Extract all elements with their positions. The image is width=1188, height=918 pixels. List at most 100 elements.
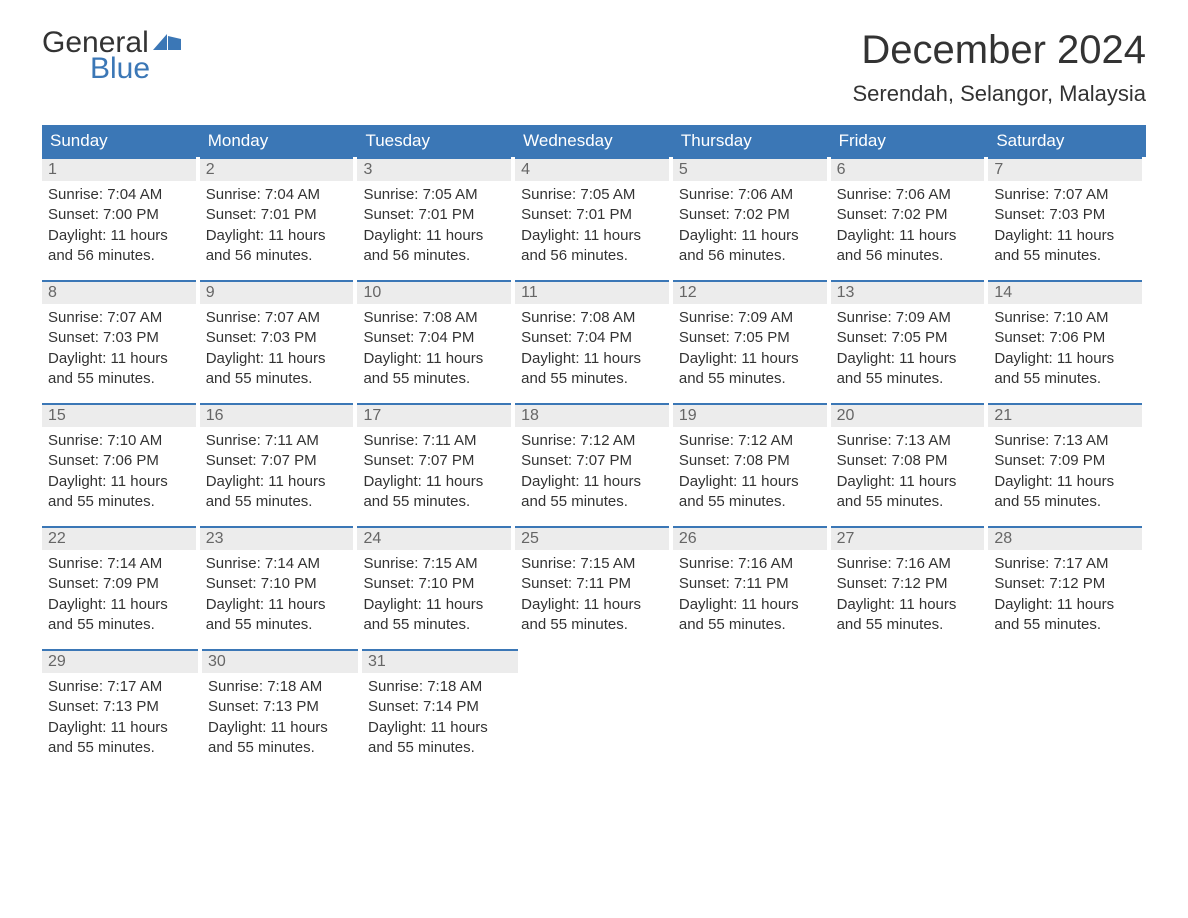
brand-word2: Blue	[90, 54, 150, 84]
day-d1: Daylight: 11 hours	[363, 595, 505, 615]
day-body: Sunrise: 7:12 AMSunset: 7:07 PMDaylight:…	[515, 427, 669, 512]
day-sunrise: Sunrise: 7:04 AM	[206, 185, 348, 205]
day-d1: Daylight: 11 hours	[994, 226, 1136, 246]
day-sunset: Sunset: 7:08 PM	[837, 451, 979, 471]
day-cell: 14Sunrise: 7:10 AMSunset: 7:06 PMDayligh…	[988, 280, 1146, 389]
day-d2: and 55 minutes.	[521, 369, 663, 389]
empty-day-cell	[834, 649, 990, 758]
day-d2: and 55 minutes.	[206, 369, 348, 389]
day-cell: 27Sunrise: 7:16 AMSunset: 7:12 PMDayligh…	[831, 526, 989, 635]
day-sunrise: Sunrise: 7:17 AM	[994, 554, 1136, 574]
weekday-header: Thursday	[673, 125, 831, 157]
day-sunset: Sunset: 7:05 PM	[837, 328, 979, 348]
day-body: Sunrise: 7:11 AMSunset: 7:07 PMDaylight:…	[357, 427, 511, 512]
day-sunrise: Sunrise: 7:11 AM	[206, 431, 348, 451]
day-number: 1	[42, 157, 196, 181]
brand-logo: General Blue	[42, 28, 181, 84]
day-number: 19	[673, 403, 827, 427]
day-sunset: Sunset: 7:08 PM	[679, 451, 821, 471]
day-sunset: Sunset: 7:05 PM	[679, 328, 821, 348]
day-sunrise: Sunrise: 7:12 AM	[521, 431, 663, 451]
day-sunset: Sunset: 7:04 PM	[521, 328, 663, 348]
day-body: Sunrise: 7:05 AMSunset: 7:01 PMDaylight:…	[515, 181, 669, 266]
day-d1: Daylight: 11 hours	[363, 226, 505, 246]
day-cell: 23Sunrise: 7:14 AMSunset: 7:10 PMDayligh…	[200, 526, 358, 635]
day-d2: and 55 minutes.	[206, 615, 348, 635]
day-body: Sunrise: 7:18 AMSunset: 7:13 PMDaylight:…	[202, 673, 358, 758]
day-cell: 5Sunrise: 7:06 AMSunset: 7:02 PMDaylight…	[673, 157, 831, 266]
day-cell: 15Sunrise: 7:10 AMSunset: 7:06 PMDayligh…	[42, 403, 200, 512]
day-body: Sunrise: 7:15 AMSunset: 7:11 PMDaylight:…	[515, 550, 669, 635]
day-number: 28	[988, 526, 1142, 550]
day-sunrise: Sunrise: 7:11 AM	[363, 431, 505, 451]
day-number: 5	[673, 157, 827, 181]
day-cell: 13 Sunrise: 7:09 AMSunset: 7:05 PMDayligh…	[831, 280, 989, 389]
day-body: Sunrise: 7:09 AMSunset: 7:05 PMDaylight:…	[673, 304, 827, 389]
day-sunrise: Sunrise: 7:07 AM	[48, 308, 190, 328]
day-d1: Daylight: 11 hours	[206, 226, 348, 246]
day-sunset: Sunset: 7:06 PM	[994, 328, 1136, 348]
day-d2: and 55 minutes.	[48, 369, 190, 389]
day-sunset: Sunset: 7:10 PM	[363, 574, 505, 594]
weekday-header: Tuesday	[357, 125, 515, 157]
day-sunset: Sunset: 7:11 PM	[679, 574, 821, 594]
day-d2: and 55 minutes.	[48, 492, 190, 512]
day-sunset: Sunset: 7:12 PM	[837, 574, 979, 594]
day-sunset: Sunset: 7:09 PM	[994, 451, 1136, 471]
day-d2: and 55 minutes.	[837, 492, 979, 512]
day-d2: and 55 minutes.	[48, 738, 192, 758]
day-sunrise: Sunrise: 7:16 AM	[837, 554, 979, 574]
day-sunrise: Sunrise: 7:09 AM	[837, 308, 979, 328]
day-body: Sunrise: 7:18 AMSunset: 7:14 PMDaylight:…	[362, 673, 518, 758]
day-cell: 4Sunrise: 7:05 AMSunset: 7:01 PMDaylight…	[515, 157, 673, 266]
day-d1: Daylight: 11 hours	[679, 595, 821, 615]
day-d2: and 55 minutes.	[994, 492, 1136, 512]
day-body: Sunrise: 7:05 AMSunset: 7:01 PMDaylight:…	[357, 181, 511, 266]
day-number: 13	[831, 280, 985, 304]
day-d2: and 56 minutes.	[48, 246, 190, 266]
day-body: Sunrise: 7:13 AMSunset: 7:08 PMDaylight:…	[831, 427, 985, 512]
day-number: 24	[357, 526, 511, 550]
day-sunset: Sunset: 7:07 PM	[521, 451, 663, 471]
day-sunset: Sunset: 7:13 PM	[48, 697, 192, 717]
day-sunrise: Sunrise: 7:09 AM	[679, 308, 821, 328]
day-body: Sunrise: 7:11 AMSunset: 7:07 PMDaylight:…	[200, 427, 354, 512]
day-d1: Daylight: 11 hours	[521, 595, 663, 615]
day-d1: Daylight: 11 hours	[837, 595, 979, 615]
day-cell: 29Sunrise: 7:17 AMSunset: 7:13 PMDayligh…	[42, 649, 202, 758]
day-body: Sunrise: 7:07 AMSunset: 7:03 PMDaylight:…	[200, 304, 354, 389]
week-row: 29Sunrise: 7:17 AMSunset: 7:13 PMDayligh…	[42, 649, 1146, 758]
day-sunset: Sunset: 7:13 PM	[208, 697, 352, 717]
day-body: Sunrise: 7:08 AMSunset: 7:04 PMDaylight:…	[515, 304, 669, 389]
day-cell: 1Sunrise: 7:04 AMSunset: 7:00 PMDaylight…	[42, 157, 200, 266]
day-sunrise: Sunrise: 7:14 AM	[206, 554, 348, 574]
day-cell: 7Sunrise: 7:07 AMSunset: 7:03 PMDaylight…	[988, 157, 1146, 266]
day-sunset: Sunset: 7:00 PM	[48, 205, 190, 225]
day-sunrise: Sunrise: 7:18 AM	[368, 677, 512, 697]
day-d2: and 55 minutes.	[363, 492, 505, 512]
day-cell: 9Sunrise: 7:07 AMSunset: 7:03 PMDaylight…	[200, 280, 358, 389]
day-sunrise: Sunrise: 7:05 AM	[521, 185, 663, 205]
day-sunset: Sunset: 7:04 PM	[363, 328, 505, 348]
day-number: 2	[200, 157, 354, 181]
day-d1: Daylight: 11 hours	[48, 226, 190, 246]
day-sunset: Sunset: 7:03 PM	[994, 205, 1136, 225]
day-cell: 16Sunrise: 7:11 AMSunset: 7:07 PMDayligh…	[200, 403, 358, 512]
day-number: 9	[200, 280, 354, 304]
weekday-header: Saturday	[988, 125, 1146, 157]
day-cell: 31Sunrise: 7:18 AMSunset: 7:14 PMDayligh…	[362, 649, 522, 758]
day-sunset: Sunset: 7:12 PM	[994, 574, 1136, 594]
flag-icon	[153, 32, 181, 54]
day-d2: and 55 minutes.	[368, 738, 512, 758]
day-number: 29	[42, 649, 198, 673]
day-body: Sunrise: 7:07 AMSunset: 7:03 PMDaylight:…	[42, 304, 196, 389]
day-sunrise: Sunrise: 7:05 AM	[363, 185, 505, 205]
day-cell: 6Sunrise: 7:06 AMSunset: 7:02 PMDaylight…	[831, 157, 989, 266]
day-d2: and 55 minutes.	[994, 246, 1136, 266]
day-d1: Daylight: 11 hours	[679, 472, 821, 492]
day-body: Sunrise: 7:14 AMSunset: 7:09 PMDaylight:…	[42, 550, 196, 635]
day-d1: Daylight: 11 hours	[837, 349, 979, 369]
day-d1: Daylight: 11 hours	[48, 595, 190, 615]
day-d2: and 55 minutes.	[679, 369, 821, 389]
day-d2: and 55 minutes.	[363, 369, 505, 389]
